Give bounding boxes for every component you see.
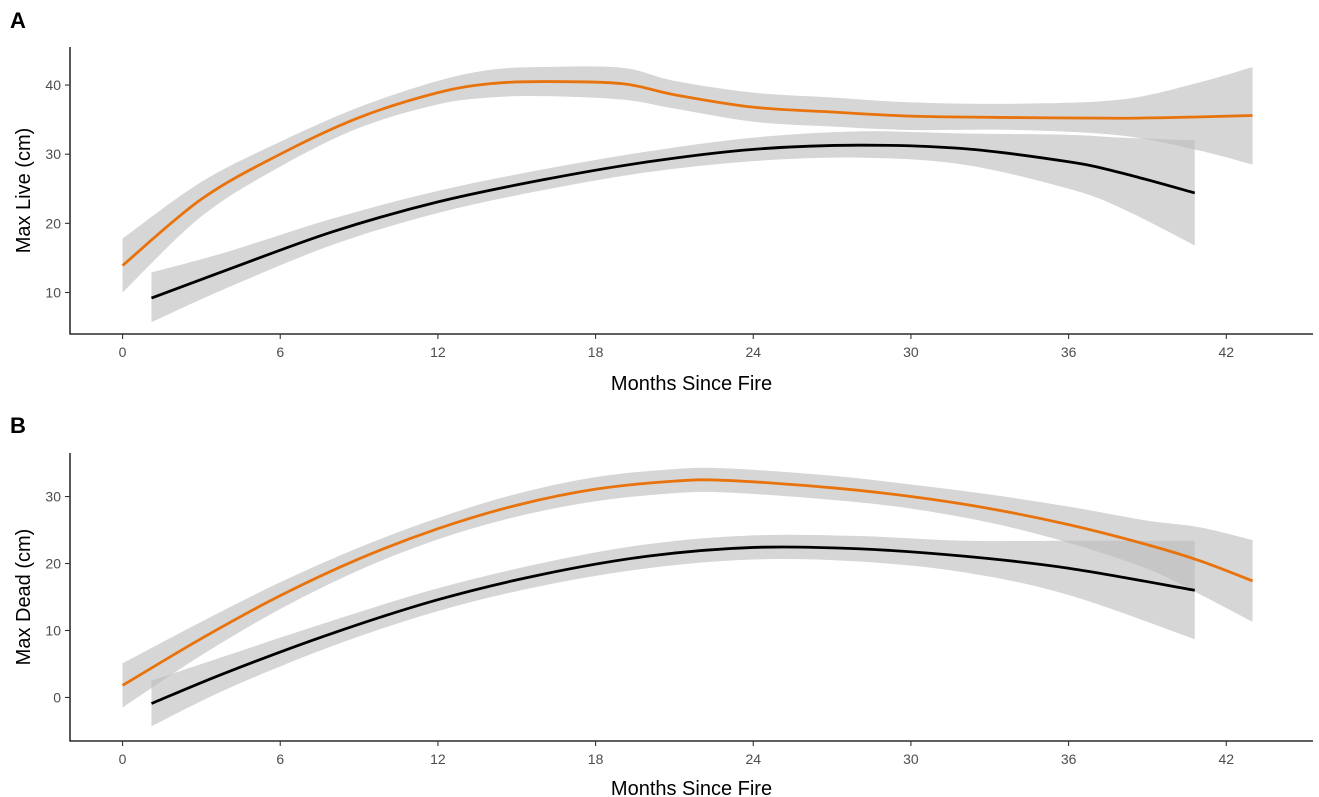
x-axis-title: Months Since Fire — [611, 373, 772, 395]
series-line-1 — [121, 80, 1253, 267]
series-line-2 — [150, 545, 1195, 705]
x-tick-label: 30 — [903, 751, 919, 767]
confidence-band-2 — [151, 534, 1195, 727]
y-tick-label: 30 — [45, 146, 61, 162]
series-line-2 — [150, 143, 1196, 300]
x-ticks: 0 6 12 18 24 30 36 42 — [119, 334, 1234, 360]
x-tick-label: 42 — [1218, 344, 1234, 360]
y-axis-title: Max Dead (cm) — [13, 529, 35, 666]
y-ticks: 10 20 30 40 — [45, 77, 70, 301]
confidence-band-2 — [151, 131, 1195, 323]
panel-a: A 0 6 12 18 24 30 36 42 10 20 30 40 Months Since F… — [10, 8, 1313, 395]
fit-lines — [121, 478, 1254, 705]
x-tick-label: 18 — [588, 751, 604, 767]
y-tick-label: 10 — [45, 622, 61, 638]
panel-b: B 0 6 12 18 24 30 36 42 0 10 20 30 Months Since Fi… — [10, 413, 1313, 797]
panel-label: B — [10, 413, 26, 438]
y-tick-label: 20 — [45, 215, 61, 231]
x-tick-label: 36 — [1061, 344, 1077, 360]
axis-lines — [69, 47, 1313, 335]
x-tick-label: 12 — [430, 344, 446, 360]
x-tick-label: 0 — [119, 751, 127, 767]
x-tick-label: 30 — [903, 344, 919, 360]
y-tick-label: 0 — [53, 689, 61, 705]
confidence-band-1 — [122, 66, 1253, 293]
x-tick-label: 36 — [1061, 751, 1077, 767]
confidence-bands — [122, 66, 1253, 323]
confidence-bands — [122, 467, 1253, 727]
x-tick-label: 6 — [276, 344, 284, 360]
x-tick-label: 6 — [276, 751, 284, 767]
y-tick-label: 30 — [45, 489, 61, 505]
y-ticks: 0 10 20 30 — [45, 489, 70, 705]
axis-lines — [69, 453, 1313, 742]
y-tick-label: 10 — [45, 285, 61, 301]
fit-lines — [121, 80, 1253, 300]
y-axis-title: Max Live (cm) — [13, 128, 35, 254]
x-ticks: 0 6 12 18 24 30 36 42 — [119, 741, 1234, 767]
x-tick-label: 18 — [588, 344, 604, 360]
panel-label: A — [10, 8, 26, 33]
x-tick-label: 0 — [119, 344, 127, 360]
x-tick-label: 42 — [1218, 751, 1234, 767]
y-tick-label: 20 — [45, 556, 61, 572]
x-axis-title: Months Since Fire — [611, 778, 772, 797]
x-tick-label: 24 — [745, 344, 761, 360]
series-line-1 — [121, 478, 1254, 687]
y-tick-label: 40 — [45, 77, 61, 93]
x-tick-label: 12 — [430, 751, 446, 767]
x-tick-label: 24 — [745, 751, 761, 767]
